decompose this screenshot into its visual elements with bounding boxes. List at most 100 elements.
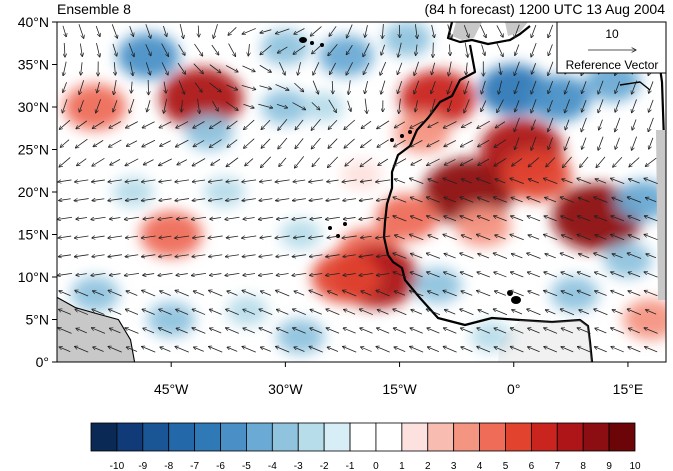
wind-vector xyxy=(241,84,256,89)
wind-vector xyxy=(415,100,418,112)
wind-vector xyxy=(427,347,439,353)
wind-vector xyxy=(59,291,71,296)
wind-vector xyxy=(310,26,322,37)
wind-vector xyxy=(578,254,590,259)
wind-vector xyxy=(428,235,439,240)
wind-vector xyxy=(514,117,520,132)
wind-vector xyxy=(444,159,456,165)
wind-vector xyxy=(361,347,372,352)
wind-vector xyxy=(426,309,441,316)
wind-vector xyxy=(361,291,372,296)
colorbar-swatch xyxy=(90,422,118,452)
wind-vector xyxy=(74,235,89,238)
wind-vector xyxy=(126,347,138,352)
wind-vector xyxy=(143,274,155,276)
colorbar-label: -6 xyxy=(216,461,225,471)
wind-vector xyxy=(243,328,255,334)
wind-vector xyxy=(191,216,207,219)
wind-vector xyxy=(292,216,307,219)
wind-vector xyxy=(327,156,339,168)
wind-vector xyxy=(208,235,223,238)
wind-vector xyxy=(431,80,436,94)
wind-vector xyxy=(241,235,257,238)
wind-vector xyxy=(476,178,491,185)
wind-vector xyxy=(464,99,470,113)
wind-vector xyxy=(259,180,272,182)
wind-vector xyxy=(613,157,623,167)
lon-tick-label: 15°W xyxy=(382,381,417,397)
wind-vector xyxy=(444,216,457,222)
wind-vector xyxy=(628,328,640,334)
wind-vector xyxy=(342,290,357,297)
wind-vector xyxy=(192,180,206,182)
wind-vector xyxy=(381,80,386,95)
wind-vector xyxy=(377,309,389,315)
wind-vector xyxy=(91,216,106,219)
wind-vector xyxy=(208,179,223,182)
wind-vector xyxy=(514,24,520,38)
wind-vector xyxy=(511,254,523,259)
wind-vector xyxy=(225,328,239,334)
wind-vector xyxy=(444,197,457,203)
wind-vector xyxy=(225,309,239,315)
wind-vector xyxy=(191,272,206,275)
wind-vector xyxy=(227,120,238,129)
wind-vector xyxy=(615,117,621,132)
wind-vector xyxy=(76,328,87,334)
wind-vector xyxy=(91,272,106,275)
wind-vector xyxy=(275,346,290,353)
wind-vector xyxy=(577,178,591,185)
wind-vector xyxy=(242,290,256,297)
wind-vector xyxy=(343,273,356,275)
wind-vector xyxy=(278,137,288,149)
wind-vector xyxy=(258,103,272,108)
wind-vector xyxy=(531,24,537,38)
wind-vector xyxy=(111,24,117,38)
wind-vector xyxy=(143,218,154,220)
wind-vector xyxy=(226,84,237,90)
wind-vector xyxy=(548,61,554,76)
wind-vector xyxy=(495,179,506,184)
wind-vector xyxy=(514,80,520,94)
wind-vector xyxy=(343,255,356,257)
wind-vector xyxy=(426,158,440,166)
wind-vector xyxy=(577,272,591,278)
wind-vector xyxy=(242,28,256,34)
wind-vector xyxy=(76,158,87,166)
wind-vector xyxy=(493,216,507,222)
wind-vector xyxy=(393,216,407,222)
wind-vector xyxy=(548,100,553,112)
reference-vector-value: 10 xyxy=(605,27,619,41)
wind-vector xyxy=(528,328,540,334)
colorbar-swatch xyxy=(168,422,196,452)
wind-vector xyxy=(126,140,138,147)
wind-vector xyxy=(528,157,540,167)
wind-vector xyxy=(528,179,539,184)
wind-vector xyxy=(326,309,340,316)
wind-vector xyxy=(360,328,373,334)
wind-vector xyxy=(309,199,323,201)
lon-tick-label: 0° xyxy=(507,381,520,397)
wind-vector xyxy=(242,179,257,182)
wind-vector xyxy=(615,81,620,93)
wind-vector xyxy=(124,272,140,275)
wind-vector xyxy=(342,179,357,182)
wind-vector xyxy=(142,139,156,147)
wind-vector xyxy=(359,272,374,275)
wind-vector xyxy=(276,103,288,108)
wind-vector xyxy=(193,291,205,296)
wind-vector xyxy=(460,253,474,259)
wind-vector xyxy=(176,274,188,276)
wind-vector xyxy=(376,273,390,275)
wind-vector xyxy=(510,290,524,297)
anomaly-blob-2 xyxy=(64,84,127,130)
wind-vector xyxy=(325,254,340,257)
wind-vector xyxy=(644,328,658,334)
wind-vector xyxy=(580,156,589,168)
wind-vector xyxy=(114,62,115,75)
wind-vector xyxy=(411,159,422,165)
anomaly-blob-29 xyxy=(413,267,462,304)
colorbar-swatch xyxy=(582,422,610,452)
lon-tick-label: 45°W xyxy=(154,381,189,397)
wind-vector xyxy=(164,81,166,94)
